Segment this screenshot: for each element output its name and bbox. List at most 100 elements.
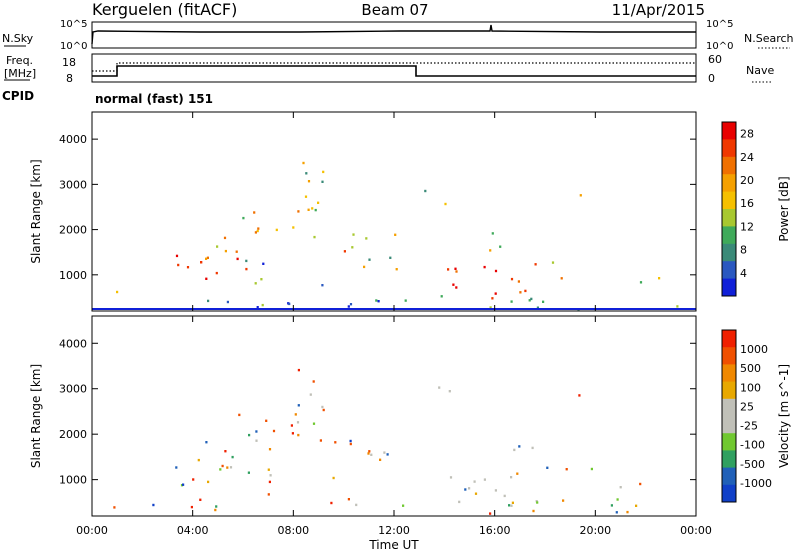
- range-cell: [261, 303, 264, 307]
- range-cell: [483, 478, 486, 481]
- range-cell: [192, 478, 195, 481]
- range-cell: [468, 487, 471, 490]
- y-tick-label: 3000: [59, 178, 87, 191]
- colorbar-tick-label: 4: [740, 267, 747, 280]
- range-cell: [229, 466, 233, 469]
- colorbar-segment: [722, 381, 736, 400]
- range-cell: [205, 257, 208, 260]
- colorbar-segment: [722, 416, 736, 434]
- range-cell: [197, 458, 200, 462]
- range-cell: [528, 299, 531, 302]
- range-cell: [321, 180, 324, 183]
- colorbar-tick-label: -100: [740, 439, 765, 452]
- range-cell: [297, 433, 300, 437]
- range-cell: [319, 439, 322, 442]
- station-title: Kerguelen (fitACF): [92, 0, 237, 19]
- colorbar-tick-label: 24: [740, 151, 754, 164]
- range-cell: [454, 267, 457, 270]
- x-axis-label: Time UT: [368, 538, 419, 552]
- colorbar-tick-label: 12: [740, 220, 754, 233]
- range-cell: [516, 472, 519, 475]
- range-cell: [226, 300, 229, 304]
- range-cell: [365, 237, 368, 240]
- beam-title: Beam 07: [361, 1, 428, 19]
- cpid-label: CPID: [2, 89, 34, 103]
- range-cell: [113, 506, 116, 509]
- range-cell: [494, 269, 498, 273]
- nave-trace: [92, 62, 696, 72]
- range-cell: [494, 292, 497, 295]
- range-cell: [224, 450, 227, 453]
- range-cell: [116, 290, 119, 294]
- range-cell: [375, 299, 378, 302]
- colorbar-tick-label: 1000: [740, 343, 768, 356]
- range-cell: [226, 466, 229, 469]
- range-cell: [389, 256, 392, 259]
- range-cell: [368, 258, 371, 261]
- x-tick-label: 00:00: [76, 524, 108, 537]
- range-cell: [542, 300, 545, 303]
- range-cell: [440, 295, 443, 298]
- colorbar-segment: [722, 467, 736, 486]
- colorbar-tick-label: -1000: [740, 477, 772, 490]
- range-cell: [236, 257, 239, 261]
- range-cell: [383, 451, 386, 454]
- range-cell: [321, 284, 324, 287]
- range-cell: [175, 466, 178, 469]
- range-cell: [175, 254, 179, 258]
- range-cell: [658, 277, 661, 280]
- range-cell: [238, 413, 241, 417]
- y-tick-label: 1000: [59, 474, 87, 487]
- range-cell: [349, 303, 353, 306]
- colorbar-segment: [722, 433, 736, 451]
- colorbar-label: Power [dB]: [777, 176, 791, 241]
- n-sky-label: N.Sky: [2, 32, 34, 45]
- range-cell: [152, 503, 155, 507]
- range-cell: [402, 504, 405, 507]
- range-cell: [551, 261, 555, 264]
- range-cell: [321, 405, 324, 409]
- y-tick-label: 2000: [59, 428, 87, 441]
- range-cell: [483, 265, 486, 269]
- range-cell: [377, 300, 380, 303]
- range-cell: [578, 394, 581, 397]
- range-cell: [297, 368, 300, 372]
- freq-panel-frame: [91, 53, 697, 83]
- range-cell: [519, 291, 522, 294]
- range-cell: [177, 263, 180, 267]
- range-cell: [231, 455, 234, 459]
- range-cell: [207, 480, 210, 484]
- colorbar-segment: [722, 450, 736, 469]
- nave-label: Nave: [746, 64, 774, 77]
- range-cell: [395, 268, 398, 271]
- range-cell: [190, 505, 193, 509]
- range-cell: [347, 305, 350, 308]
- range-cell: [199, 498, 202, 501]
- range-cell: [635, 504, 638, 507]
- y-axis-label: Slant Range [km]: [29, 159, 43, 263]
- freq-label: Freq.: [6, 54, 33, 67]
- colorbar-tick-label: 100: [740, 381, 761, 394]
- range-cell: [351, 246, 354, 249]
- range-cell: [297, 210, 300, 213]
- range-cell: [334, 441, 337, 444]
- range-cell: [455, 270, 458, 273]
- range-cell: [215, 271, 218, 275]
- range-cell: [312, 380, 315, 383]
- range-cell: [292, 226, 295, 229]
- range-cell: [517, 280, 520, 283]
- noise-left-tick-top: 10^5: [60, 19, 87, 30]
- range-cell: [216, 245, 219, 248]
- colorbar-segment: [722, 139, 736, 158]
- range-cell: [639, 281, 643, 284]
- range-cell: [615, 511, 618, 514]
- range-cell: [503, 494, 506, 498]
- range-cell: [508, 504, 511, 507]
- velocity-panel: 1000 2000 3000 4000 Slant Range [km] 00:00 04:…: [29, 315, 791, 552]
- range-cell: [257, 227, 260, 230]
- range-cell: [255, 430, 258, 433]
- range-cell: [205, 441, 208, 444]
- range-cell: [294, 413, 297, 416]
- range-cell: [619, 486, 622, 489]
- range-cell: [524, 289, 527, 293]
